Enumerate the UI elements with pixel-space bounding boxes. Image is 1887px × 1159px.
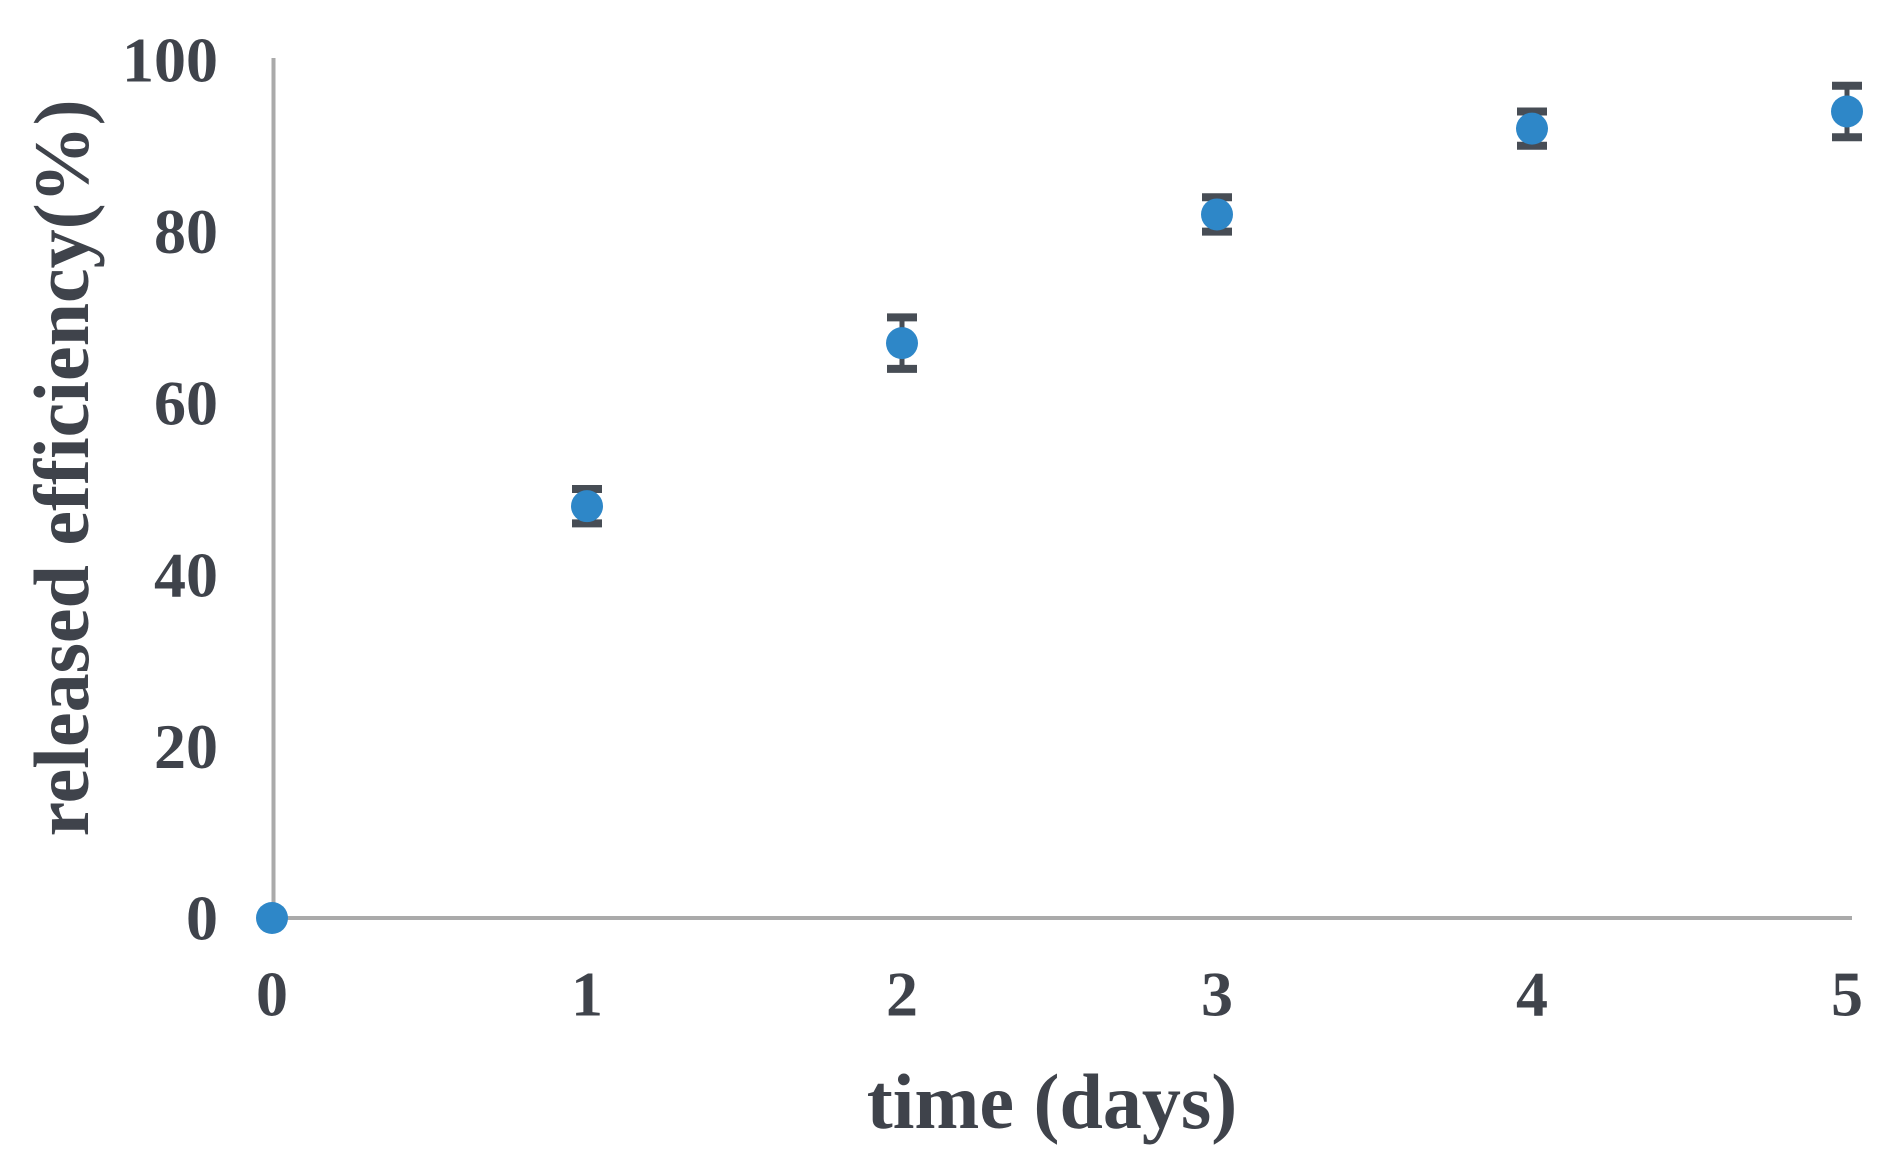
y-tick-label: 20 (154, 711, 218, 782)
x-tick-label: 0 (256, 959, 288, 1030)
x-tick-label: 2 (886, 959, 918, 1030)
x-axis-title: time (days) (866, 1058, 1238, 1145)
data-point (256, 902, 288, 934)
data-point (886, 327, 918, 360)
data-point (1831, 95, 1863, 128)
x-tick-label: 4 (1516, 959, 1548, 1030)
y-tick-label: 0 (186, 883, 218, 954)
x-tick-label: 1 (571, 959, 603, 1030)
y-tick-label: 40 (154, 539, 218, 610)
data-point (571, 490, 603, 523)
y-tick-label: 100 (122, 25, 218, 96)
y-axis-title: released efficiency(%) (18, 99, 105, 837)
data-point (1201, 198, 1233, 231)
x-tick-label: 5 (1831, 959, 1863, 1030)
x-tick-label: 3 (1201, 959, 1233, 1030)
y-tick-label: 60 (154, 368, 218, 439)
data-point (1516, 112, 1548, 145)
y-tick-label: 80 (154, 196, 218, 267)
